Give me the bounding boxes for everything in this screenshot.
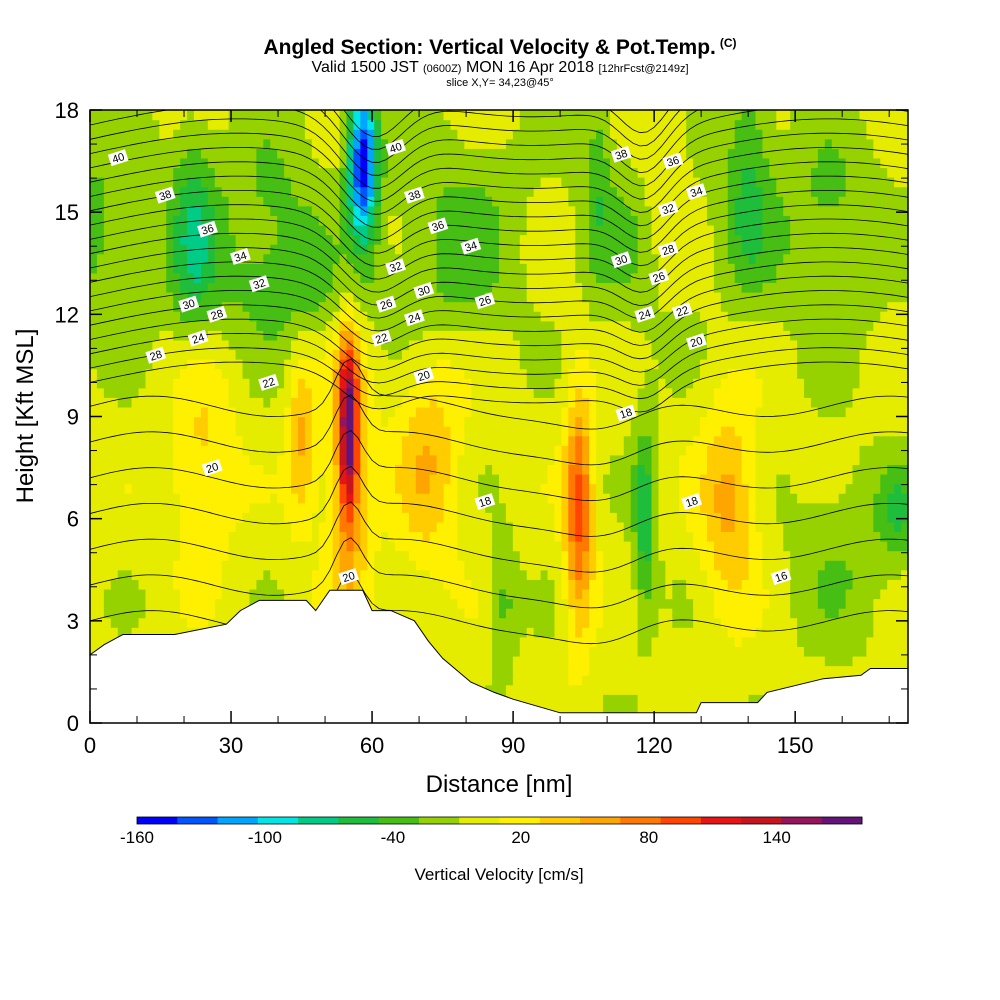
theta-label: 24 — [403, 309, 425, 326]
theta-label: 36 — [197, 220, 218, 238]
colorbar-swatch — [781, 817, 823, 824]
theta-label: 26 — [648, 268, 670, 285]
x-axis-label: Distance [nm] — [426, 771, 573, 798]
colorbar-swatch — [620, 817, 662, 824]
y-tick-label: 12 — [55, 302, 79, 327]
colorbar-swatch — [217, 817, 259, 824]
slice-info: slice X,Y= 34,23@45° — [446, 77, 554, 89]
theta-label: 24 — [634, 305, 656, 323]
theta-label: 22 — [671, 302, 693, 319]
colorbar-tick-label: -40 — [381, 828, 406, 847]
theta-contours — [90, 110, 908, 645]
x-tick-label: 150 — [777, 733, 814, 758]
colorbar-tick-label: 80 — [639, 828, 658, 847]
theta-label: 18 — [681, 493, 703, 510]
colorbar-swatch — [499, 817, 541, 824]
theta-label: 38 — [403, 186, 425, 204]
colorbar-frame — [136, 816, 863, 825]
theta-label: 38 — [610, 145, 632, 163]
colorbar-tick-label: 20 — [511, 828, 530, 847]
theta-label: 34 — [685, 183, 707, 200]
colorbar-tick-label: 140 — [763, 828, 791, 847]
y-tick-label: 3 — [67, 609, 79, 634]
y-axis-label: Height [Kft MSL] — [12, 329, 39, 504]
y-tick-label: 15 — [55, 200, 79, 225]
colorbar-swatch — [539, 817, 581, 824]
theta-label: 28 — [145, 346, 167, 364]
theta-label: 36 — [427, 217, 449, 234]
colorbar-tick-label: -100 — [248, 828, 282, 847]
theta-label: 32 — [385, 258, 407, 275]
x-tick-label: 0 — [84, 733, 96, 758]
theta-label: 40 — [107, 149, 129, 166]
theta-label: 16 — [770, 568, 792, 585]
theta-label: 40 — [385, 139, 407, 156]
theta-label: 30 — [413, 282, 435, 299]
colorbar-swatch — [137, 817, 178, 824]
copyright-mark: (C) — [719, 36, 737, 50]
theta-label: 38 — [154, 186, 176, 204]
theta-label: 20 — [338, 568, 360, 585]
theta-label: 30 — [178, 295, 200, 313]
colorbar-label: Vertical Velocity [cm/s] — [414, 865, 583, 884]
theta-label: 28 — [657, 241, 679, 258]
theta-label: 22 — [258, 373, 280, 391]
colorbar-swatch — [660, 817, 702, 824]
colorbar-swatch — [821, 817, 863, 824]
theta-label: 18 — [615, 404, 637, 422]
terrain-mask — [89, 589, 909, 724]
theta-label: 22 — [371, 329, 392, 347]
colorbar-swatch — [459, 817, 500, 824]
x-axis: 0 30 60 90 120 150 — [84, 110, 890, 758]
x-tick-label: 120 — [636, 733, 673, 758]
colorbar-swatch — [298, 817, 339, 824]
colorbar-swatch — [700, 817, 742, 824]
y-tick-label: 9 — [67, 405, 79, 430]
colorbar-swatch — [580, 817, 621, 824]
theta-label: 24 — [187, 329, 209, 347]
y-tick-label: 18 — [55, 98, 79, 123]
x-tick-label: 30 — [219, 733, 243, 758]
theta-label: 20 — [201, 459, 223, 476]
theta-label: 18 — [474, 493, 496, 510]
x-tick-label: 60 — [360, 733, 384, 758]
theta-label: 28 — [206, 305, 228, 323]
x-tick-label: 90 — [501, 733, 525, 758]
colorbar-swatch — [177, 817, 218, 824]
colorbar-swatch — [257, 817, 299, 824]
theta-label: 26 — [375, 295, 397, 313]
theta-label: 34 — [229, 247, 251, 265]
theta-label: 34 — [460, 237, 482, 255]
colorbar-swatch — [378, 817, 420, 824]
theta-label: 20 — [685, 333, 707, 350]
theta-label: 32 — [657, 200, 679, 217]
colorbar-swatch — [338, 817, 380, 824]
theta-label: 36 — [662, 152, 684, 170]
theta-contour-labels: 4038363432302824282220403836343230262426… — [107, 139, 792, 585]
theta-label: 20 — [413, 367, 435, 384]
colorbar-swatch — [741, 817, 782, 824]
chart-subtitle: Valid 1500 JST (0600Z) MON 16 Apr 2018 [… — [311, 59, 689, 76]
colorbar-swatch — [418, 817, 460, 824]
chart-title: Angled Section: Vertical Velocity & Pot.… — [263, 36, 737, 59]
colorbar — [136, 816, 863, 825]
colorbar-tick-labels: -160 -100 -40 20 80 140 — [120, 828, 791, 847]
colorbar-tick-label: -160 — [120, 828, 154, 847]
theta-label: 32 — [248, 275, 270, 292]
y-tick-label: 0 — [67, 711, 79, 736]
y-tick-label: 6 — [67, 507, 79, 532]
theta-label: 30 — [610, 251, 632, 268]
theta-label: 26 — [474, 292, 496, 309]
